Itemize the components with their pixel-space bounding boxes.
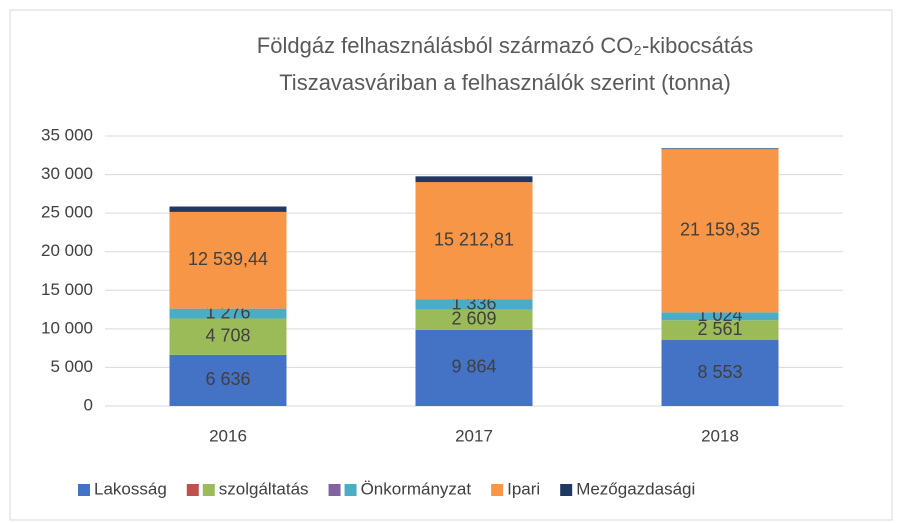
legend-label: szolgáltatás: [219, 479, 309, 498]
bar-segment: [415, 299, 533, 310]
x-tick-label: 2017: [455, 426, 493, 445]
y-tick-label: 15 000: [41, 280, 93, 299]
legend-swatch: [344, 484, 357, 496]
legend-label: Mezőgazdasági: [576, 479, 695, 498]
bar-segment: [661, 320, 779, 341]
legend-swatch: [491, 484, 504, 496]
x-tick-label: 2016: [209, 426, 247, 445]
data-label: 2 609: [451, 309, 496, 329]
data-label: 2 561: [697, 319, 742, 339]
legend-label: Lakosság: [94, 479, 167, 498]
y-tick-label: 5 000: [50, 357, 93, 376]
bar-segment: [661, 312, 779, 321]
chart-title-line: Tiszavasváriban a felhasználók szerint (…: [279, 70, 731, 95]
legend-swatch: [328, 484, 341, 496]
bar-segment: [661, 148, 779, 150]
y-tick-label: 25 000: [41, 203, 93, 222]
bar-segment: [169, 206, 287, 212]
y-tick-label: 0: [84, 395, 93, 414]
y-tick-label: 10 000: [41, 318, 93, 337]
data-label: 15 212,81: [434, 230, 514, 250]
bar-segment: [415, 309, 533, 330]
x-tick-label: 2018: [701, 426, 739, 445]
data-label: 4 708: [205, 325, 250, 345]
y-tick-label: 20 000: [41, 241, 93, 260]
bar-segment: [415, 182, 533, 300]
bar-segment: [169, 354, 287, 406]
bar-segment: [169, 308, 287, 319]
legend-label: Önkormányzat: [361, 479, 472, 498]
legend-swatch: [202, 484, 215, 496]
bar-segment: [661, 340, 779, 406]
data-label: 9 864: [451, 357, 496, 377]
data-label: 21 159,35: [680, 219, 760, 239]
data-label: 6 636: [205, 369, 250, 389]
chart-title-line: Földgáz felhasználásból származó CO₂-kib…: [257, 33, 753, 58]
bar-segment: [415, 329, 533, 406]
y-tick-label: 30 000: [41, 164, 93, 183]
legend-swatch: [186, 484, 199, 496]
legend-label: Ipari: [507, 479, 540, 498]
bar-segment: [169, 211, 287, 309]
data-label: 8 553: [697, 362, 742, 382]
legend-swatch: [78, 484, 90, 496]
bar-segment: [661, 149, 779, 313]
bar-segment: [169, 318, 287, 355]
y-tick-label: 35 000: [41, 125, 93, 144]
legend-swatch: [560, 484, 573, 496]
data-label: 12 539,44: [188, 249, 268, 269]
bar-segment: [415, 176, 533, 183]
